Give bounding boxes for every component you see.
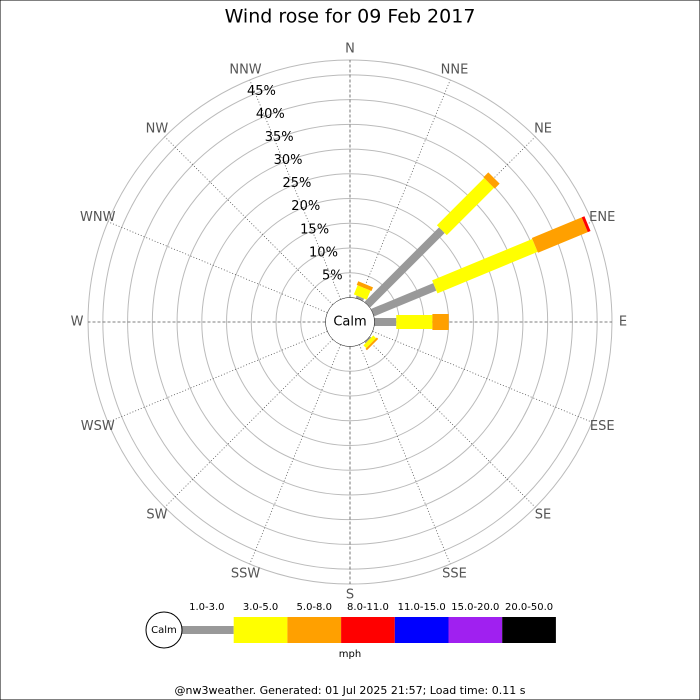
r-tick-label: 20% (291, 199, 320, 214)
direction-label: W (71, 315, 84, 330)
chart-title: Wind rose for 09 Feb 2017 (225, 6, 476, 28)
rose-bar (355, 295, 365, 301)
grid-ring (176, 148, 524, 496)
spoke (107, 221, 328, 313)
spoke (359, 344, 451, 565)
spoke (372, 331, 593, 423)
legend-swatch (180, 626, 234, 634)
grid-ring (201, 173, 499, 471)
r-tick-label: 45% (247, 84, 276, 99)
r-tick-label: 5% (322, 269, 343, 284)
legend-calm (145, 611, 183, 649)
rose-bar (483, 172, 500, 189)
grid-ring (151, 123, 549, 521)
legend-label: 20.0-50.0 (505, 602, 553, 613)
direction-label: NW (146, 121, 169, 136)
legend-label: 5.0-8.0 (297, 602, 332, 613)
legend-swatch (394, 617, 449, 643)
footer: @nw3weather. Generated: 01 Jul 2025 21:5… (175, 684, 526, 697)
legend-label: 11.0-15.0 (398, 602, 446, 613)
legend-label: 8.0-11.0 (347, 602, 389, 613)
direction-label: S (346, 588, 354, 603)
legend-swatch (341, 617, 395, 643)
legend-label: 3.0-5.0 (243, 602, 278, 613)
calm-label: Calm (333, 315, 366, 330)
direction-label: NNW (229, 62, 261, 77)
r-tick-label: 10% (309, 245, 338, 260)
rose-bar (365, 337, 379, 351)
direction-label: NNE (441, 62, 469, 77)
rose-bar (364, 336, 372, 344)
grid-ring (226, 198, 474, 446)
legend-units: mph (339, 649, 361, 660)
rose-bar (353, 285, 371, 300)
rose-bar (396, 315, 433, 329)
direction-label: WSW (81, 419, 115, 434)
legend-swatch (287, 617, 342, 643)
legend-swatch (502, 617, 556, 643)
rose-bar (374, 318, 397, 326)
rose-bar (371, 283, 437, 317)
spoke (164, 339, 333, 508)
spoke (249, 344, 341, 565)
spoke (249, 79, 341, 300)
rose-bar (363, 335, 377, 349)
spoke (359, 79, 451, 300)
direction-label: E (619, 315, 627, 330)
direction-label: SSE (442, 567, 467, 582)
direction-label: SSW (231, 567, 261, 582)
rose-bar (581, 216, 591, 233)
spoke (367, 339, 536, 508)
legend-swatch (233, 617, 288, 643)
direction-label: WNW (80, 210, 116, 225)
legend-swatch (448, 617, 503, 643)
direction-label: ENE (589, 210, 615, 225)
spoke (164, 136, 333, 305)
calm-circle (325, 297, 375, 347)
direction-label: ESE (590, 419, 615, 434)
r-tick-label: 40% (256, 107, 285, 122)
legend-calm-label: Calm (151, 625, 177, 636)
r-tick-label: 30% (274, 153, 303, 168)
rose-bar (432, 238, 538, 294)
rose-bar (364, 227, 445, 308)
r-tick-label: 25% (282, 176, 311, 191)
direction-label: NE (534, 121, 552, 136)
direction-label: SE (535, 508, 551, 523)
direction-label: SW (146, 508, 167, 523)
rose-bar (436, 177, 495, 236)
r-tick-label: 15% (300, 222, 329, 237)
legend-label: 1.0-3.0 (189, 602, 224, 613)
r-tick-label: 35% (265, 130, 294, 145)
direction-label: N (345, 42, 355, 57)
rose-bar (531, 217, 588, 253)
legend-label: 15.0-20.0 (451, 602, 499, 613)
spoke (107, 331, 328, 423)
rose-bar (356, 281, 374, 291)
rose-bar (432, 314, 449, 330)
